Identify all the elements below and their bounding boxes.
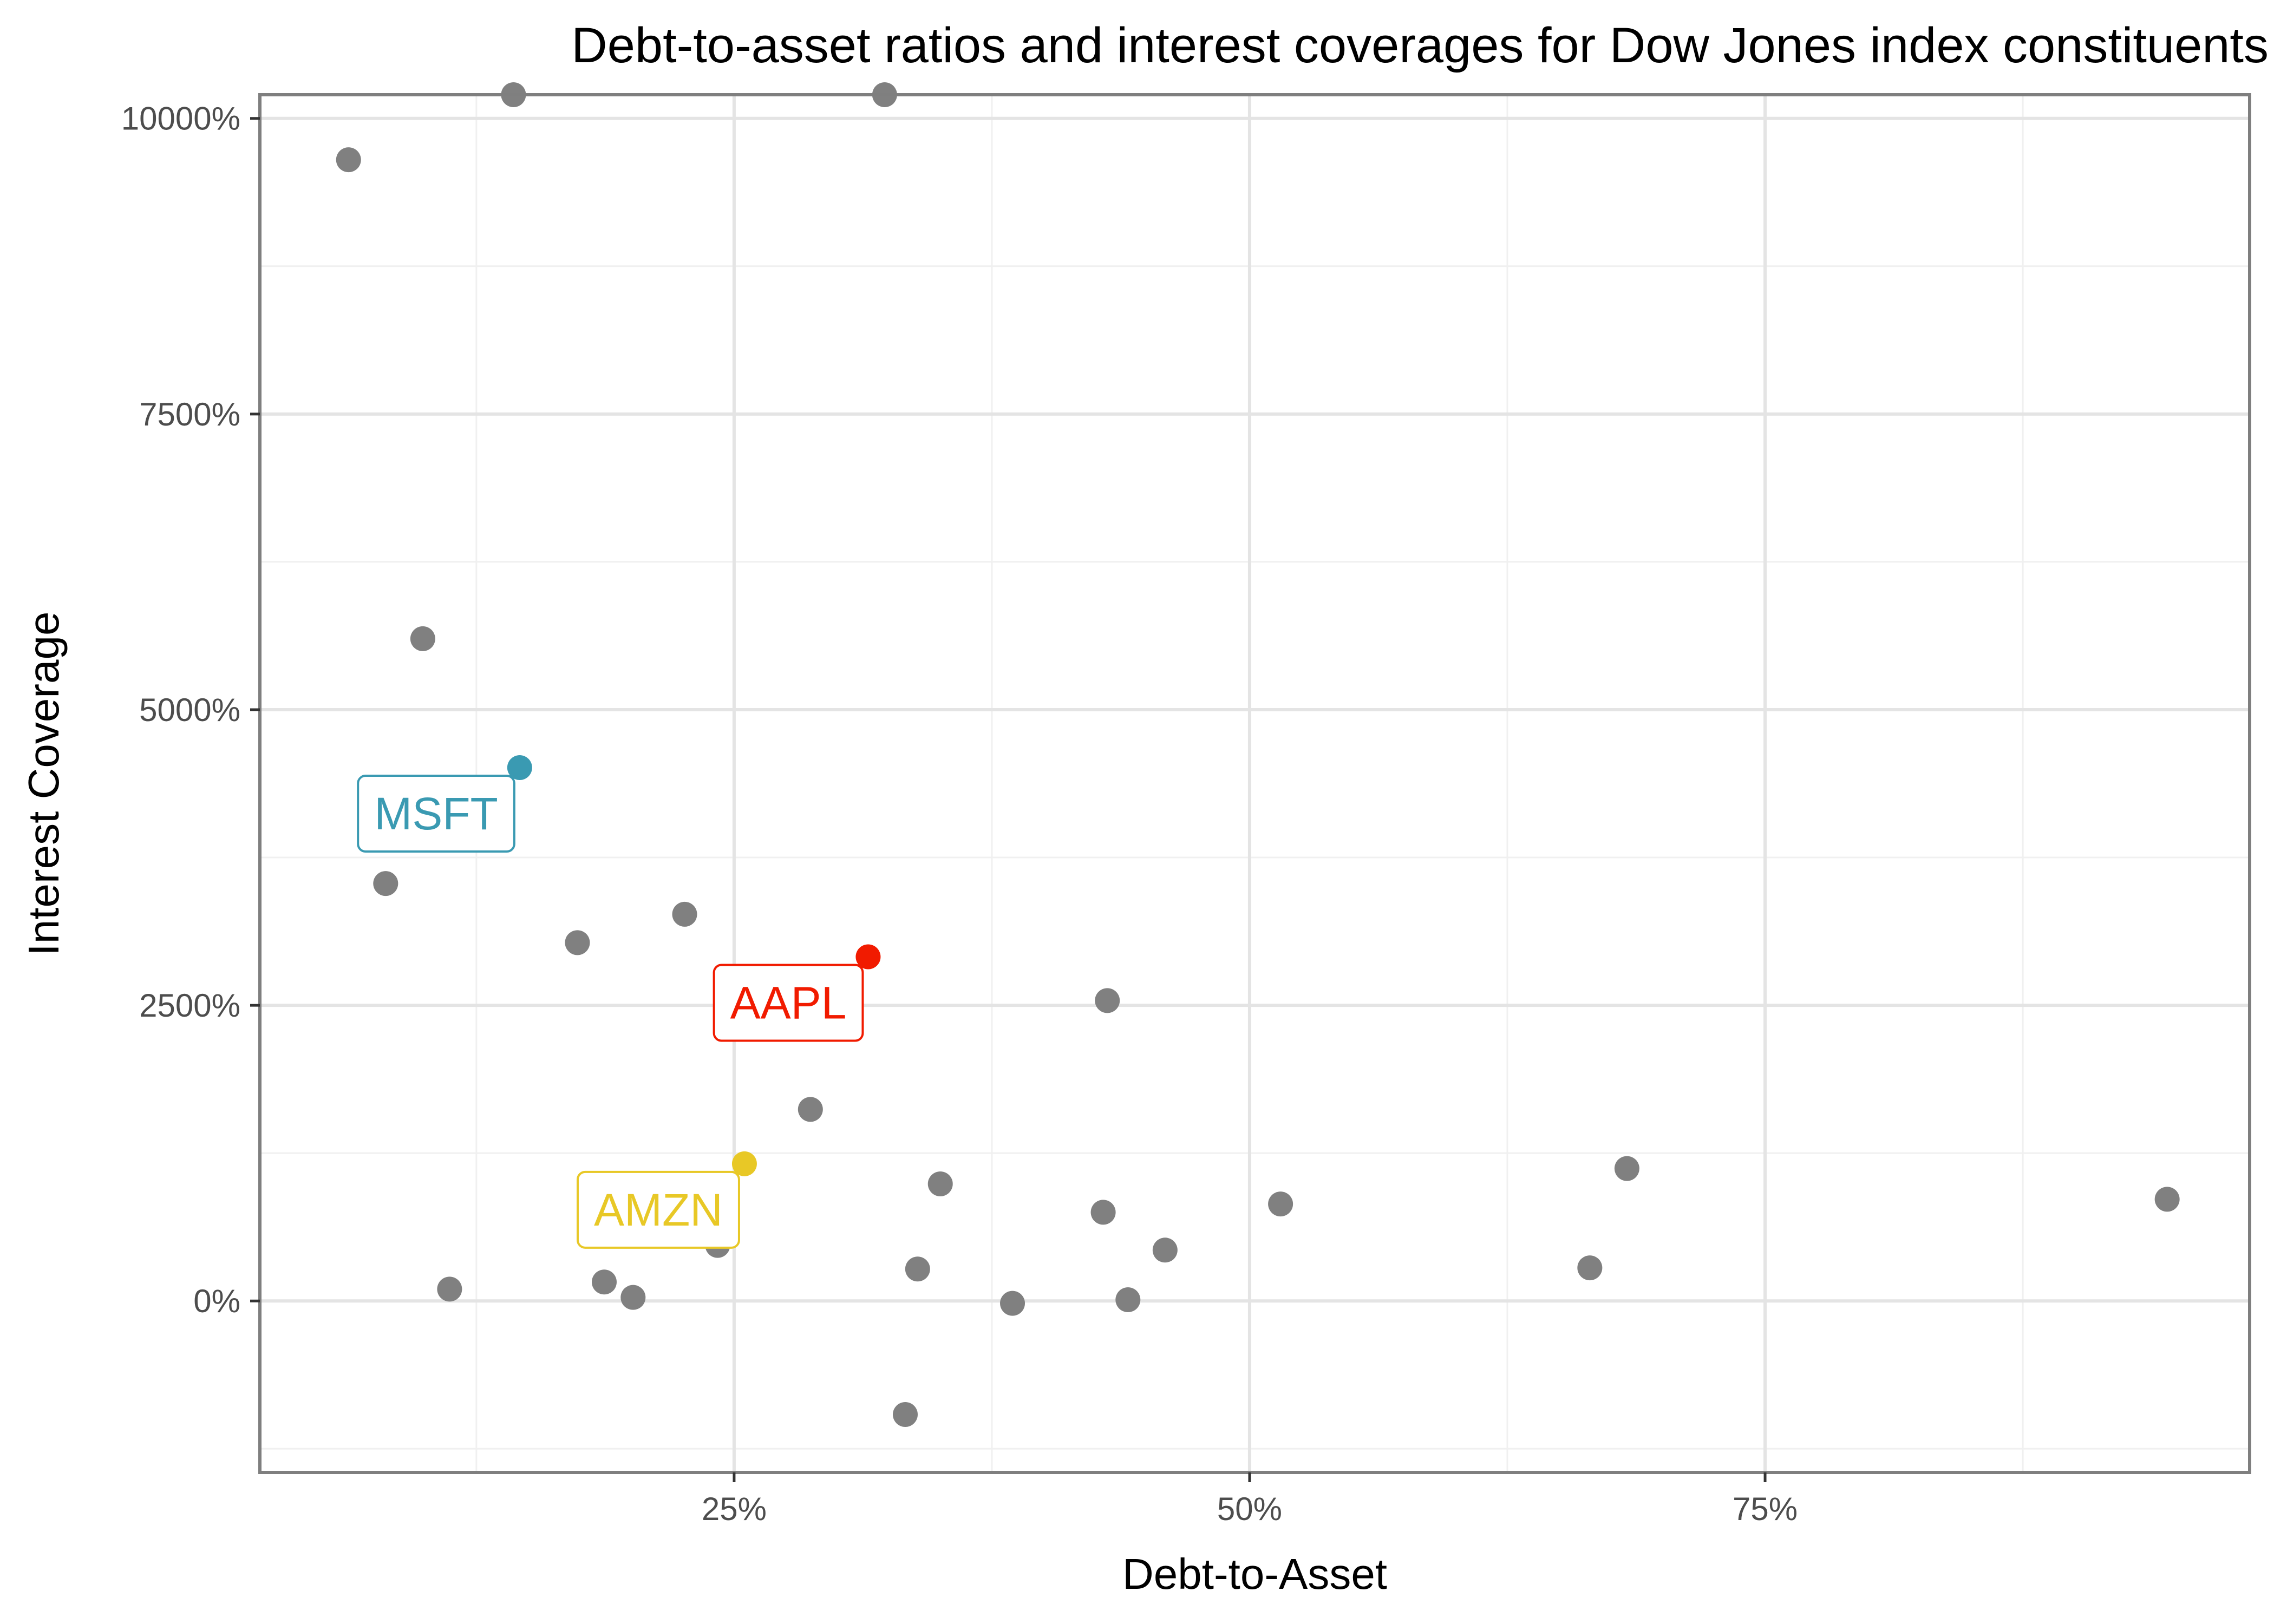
y-tick-label: 7500%: [139, 396, 240, 433]
major-gridlines: [260, 95, 2250, 1472]
highlight-point-amzn: [731, 1151, 757, 1176]
annotation-msft: MSFT: [357, 775, 515, 853]
y-tick-label: 10000%: [121, 101, 240, 137]
plot-panel-border: [258, 93, 2251, 1474]
data-point: [565, 930, 590, 955]
data-point: [905, 1256, 930, 1282]
data-point: [1115, 1287, 1141, 1313]
data-point: [1268, 1191, 1293, 1217]
minor-gridlines: [260, 95, 2250, 1472]
data-point: [1000, 1291, 1025, 1316]
data-point: [620, 1285, 646, 1310]
annotation-aapl: AAPL: [713, 964, 864, 1042]
x-axis: 25% 50% 75%: [702, 1472, 1798, 1527]
x-axis-title: Debt-to-Asset: [1122, 1550, 1387, 1598]
x-tick-label: 75%: [1733, 1491, 1798, 1527]
data-point: [798, 1097, 823, 1122]
data-point: [1152, 1237, 1178, 1263]
data-point: [1090, 1200, 1116, 1225]
chart-title: Debt-to-asset ratios and interest covera…: [571, 18, 2269, 73]
data-point: [1095, 988, 1120, 1013]
y-tick-label: 5000%: [139, 692, 240, 728]
annotation-box-aapl: [713, 964, 864, 1042]
data-point: [410, 626, 435, 651]
data-point: [373, 871, 398, 896]
x-tick-label: 50%: [1217, 1491, 1282, 1527]
data-point: [927, 1171, 953, 1196]
data-point: [336, 147, 361, 173]
y-tick-label: 0%: [193, 1283, 240, 1319]
annotation-box-amzn: [576, 1170, 740, 1249]
annotation-box-msft: [357, 775, 515, 853]
highlight-point-aapl: [855, 944, 881, 970]
y-tick-label: 2500%: [139, 987, 240, 1024]
data-point: [1577, 1255, 1603, 1281]
data-point: [672, 901, 697, 927]
data-point: [437, 1276, 462, 1302]
annotation-label-msft: MSFT: [374, 788, 498, 839]
data-points: [336, 82, 2180, 1427]
annotation-label-aapl: AAPL: [730, 978, 847, 1029]
annotation-label-amzn: AMZN: [594, 1184, 723, 1235]
data-point: [1614, 1156, 1639, 1181]
y-axis-title: Interest Coverage: [19, 612, 68, 956]
data-point: [591, 1269, 617, 1295]
x-tick-label: 25%: [702, 1491, 767, 1527]
highlighted-points: MSFT AAPL AMZN: [357, 755, 881, 1249]
data-point: [892, 1402, 918, 1427]
highlight-point-msft: [507, 755, 532, 781]
y-axis: 0% 2500% 5000% 7500% 10000%: [121, 101, 260, 1319]
data-point: [2154, 1187, 2180, 1212]
annotation-amzn: AMZN: [576, 1170, 740, 1249]
